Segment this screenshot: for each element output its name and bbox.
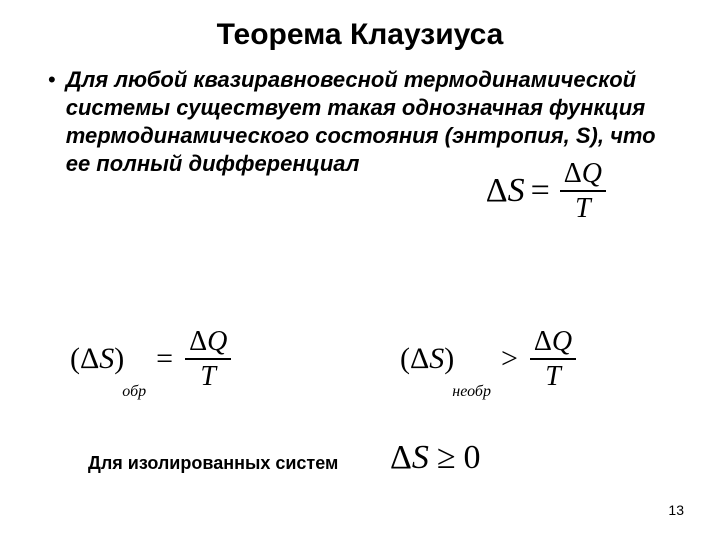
delta-symbol: Δ [390, 439, 412, 477]
denominator: T [541, 362, 565, 391]
geq-sign: ≥ [437, 439, 456, 477]
greater-than-sign: > [501, 342, 518, 376]
equation-entropy-definition: Δ S = ΔQ T [486, 159, 610, 223]
equation-row-mid: ( Δ S ) обр = ΔQ T ( Δ S ) необр > [40, 319, 680, 429]
fraction: ΔQ T [560, 159, 606, 223]
var-s: S [99, 342, 114, 376]
var-s: S [412, 439, 429, 477]
subscript-reversible: обр [122, 383, 146, 401]
equals-sign: = [531, 172, 550, 210]
paren-close: ) [114, 342, 124, 376]
delta-symbol: Δ [410, 342, 429, 376]
zero: 0 [464, 439, 481, 477]
delta-symbol: Δ [80, 342, 99, 376]
slide: Теорема Клаузиуса • Для любой квазиравно… [0, 0, 720, 499]
delta-symbol: Δ [486, 172, 508, 210]
numerator: ΔQ [185, 327, 231, 356]
equals-sign: = [156, 342, 173, 376]
equation-area-top: Δ S = ΔQ T [40, 179, 680, 319]
numerator: ΔQ [560, 159, 606, 188]
page-number: 13 [668, 502, 684, 518]
slide-title: Теорема Клаузиуса [40, 18, 680, 52]
equation-isolated: Δ S ≥ 0 [390, 439, 481, 477]
isolated-systems-row: Для изолированных систем Δ S ≥ 0 [40, 439, 680, 499]
numerator: ΔQ [530, 327, 576, 356]
equation-irreversible: ( Δ S ) необр > ΔQ T [400, 327, 580, 391]
equation-reversible: ( Δ S ) обр = ΔQ T [70, 327, 235, 391]
fraction: ΔQ T [530, 327, 576, 391]
fraction-bar [530, 358, 576, 360]
fraction-bar [185, 358, 231, 360]
paren-close: ) [444, 342, 454, 376]
denominator: T [196, 362, 220, 391]
var-s: S [508, 172, 525, 210]
fraction: ΔQ T [185, 327, 231, 391]
isolated-systems-label: Для изолированных систем [88, 453, 338, 474]
denominator: T [571, 194, 595, 223]
fraction-bar [560, 190, 606, 192]
var-s: S [429, 342, 444, 376]
paren-open: ( [400, 342, 410, 376]
bullet-marker: • [48, 66, 56, 94]
paren-open: ( [70, 342, 80, 376]
subscript-irreversible: необр [452, 383, 491, 401]
